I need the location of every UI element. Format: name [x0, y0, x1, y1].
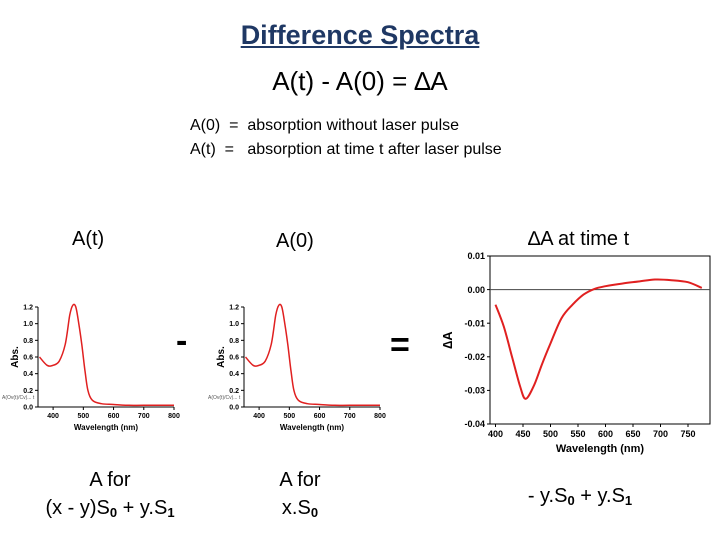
- x-tick-label: 400: [47, 413, 59, 420]
- x-tick-label: 600: [598, 429, 613, 439]
- y-tick-label: 0.6: [229, 354, 239, 361]
- definition-at: A(t) = absorption at time t after laser …: [190, 141, 502, 158]
- label-delta-a: ∆A at time t: [528, 228, 630, 250]
- label-a0: A(0): [276, 230, 314, 252]
- caption-at: A for (x - y)S0 + y.S1: [20, 466, 200, 527]
- x-tick-label: 650: [625, 429, 640, 439]
- caption-delta-a-line1: - y.S0 + y.S1: [527, 485, 633, 508]
- difference-equation: A(t) - A(0) = ∆A: [272, 66, 448, 96]
- y-tick-label: 1.0: [229, 321, 239, 328]
- x-tick-label: 400: [488, 429, 503, 439]
- x-tick-label: 750: [680, 429, 695, 439]
- y-tick-label: -0.02: [464, 352, 485, 362]
- caption-a0-line2: x.S0: [281, 497, 319, 520]
- y-tick-label: 0.01: [467, 251, 485, 261]
- x-tick-label: 600: [108, 413, 120, 420]
- x-tick-label: 450: [515, 429, 530, 439]
- spectrum-curve: [244, 303, 380, 407]
- y-tick-label: 0.2: [23, 388, 33, 395]
- caption-delta-a: - y.S0 + y.S1: [500, 482, 660, 515]
- y-tick-label: 0.2: [229, 388, 239, 395]
- plot-frame: [489, 255, 711, 425]
- y-tick-label: 0.0: [23, 404, 33, 411]
- x-tick-label: 800: [168, 413, 180, 420]
- minus-operator: -: [176, 322, 188, 360]
- x-axis-label: Wavelength (nm): [556, 443, 645, 455]
- y-axis-overlay-text: A(Ov(t)/Cv)... t: [208, 395, 241, 401]
- y-tick-label: 1.2: [23, 304, 33, 311]
- y-tick-label: -0.01: [464, 318, 485, 328]
- x-axis-label: Wavelength (nm): [280, 423, 344, 432]
- y-tick-label: 0.4: [23, 371, 33, 378]
- y-tick-label: -0.04: [464, 419, 485, 429]
- definition-a0: A(0) = absorption without laser pulse: [190, 117, 460, 134]
- chart-at: 0.0 0.2 0.4 0.6 0.8 1.0 1.2 400 500 600 700 800 Wave…: [2, 303, 180, 432]
- slide-title: Difference Spectra: [240, 20, 480, 50]
- caption-a0: A for x.S0: [240, 466, 360, 527]
- x-axis-label: Wavelength (nm): [74, 423, 138, 432]
- x-tick-label: 500: [283, 413, 295, 420]
- y-tick-label: 0.8: [229, 338, 239, 345]
- caption-at-line1: A for: [89, 469, 131, 491]
- chart-a0: 0.0 0.2 0.4 0.6 0.8 1.0 1.2 400 500 600 700 800 Wave…: [208, 303, 386, 432]
- x-tick-label: 400: [253, 413, 265, 420]
- x-tick-label: 600: [314, 413, 326, 420]
- caption-a0-line1: A for: [279, 469, 321, 491]
- y-tick-label: 0.8: [23, 338, 33, 345]
- x-tick-label: 550: [570, 429, 585, 439]
- y-tick-label: -0.03: [464, 386, 485, 396]
- y-axis-label: ∆A: [440, 331, 455, 349]
- x-tick-label: 700: [653, 429, 668, 439]
- spectrum-curve: [38, 303, 174, 407]
- y-tick-label: 0.0: [229, 404, 239, 411]
- y-axis-overlay-text: A(Ov(t)/Cv)... t: [2, 395, 35, 401]
- caption-at-line2: (x - y)S0 + y.S1: [45, 497, 175, 520]
- x-tick-label: 500: [77, 413, 89, 420]
- y-axis-label: Abs.: [216, 346, 227, 368]
- y-tick-label: 0.6: [23, 354, 33, 361]
- y-axis-label: Abs.: [10, 346, 21, 368]
- label-at: A(t): [72, 228, 105, 250]
- x-tick-label: 800: [374, 413, 386, 420]
- y-tick-label: 0.4: [229, 371, 239, 378]
- spectrum-curve: [494, 278, 703, 400]
- x-tick-label: 700: [138, 413, 150, 420]
- equals-operator: =: [390, 326, 410, 364]
- y-tick-label: 1.2: [229, 304, 239, 311]
- y-tick-label: 0.00: [467, 285, 485, 295]
- x-tick-label: 500: [543, 429, 558, 439]
- y-tick-label: 1.0: [23, 321, 33, 328]
- x-tick-label: 700: [344, 413, 356, 420]
